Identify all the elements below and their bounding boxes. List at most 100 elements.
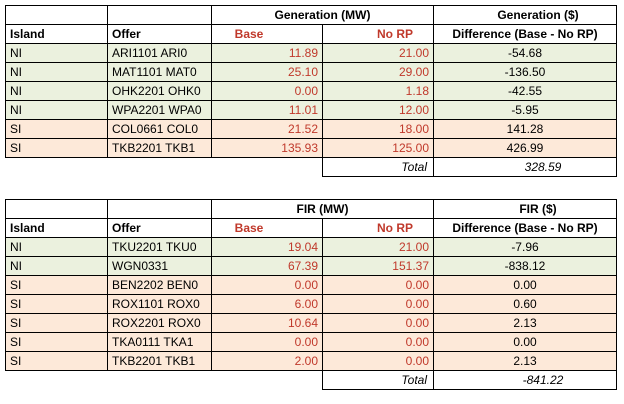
total-value: 328.59 [433,157,617,177]
base-cell: 6.00 [211,294,323,314]
table-row: SI ROX1101 ROX0 6.00 0.00 0.60 [5,294,617,314]
island-cell: SI [5,138,108,158]
island-cell: SI [5,332,108,352]
table-row: NI WPA2201 WPA0 11.01 12.00 -5.95 [5,100,617,120]
base-cell: 25.10 [211,62,323,82]
diff-cell: 0.60 [433,294,617,314]
offer-cell: BEN2202 BEN0 [107,275,212,295]
base-cell: 10.64 [211,313,323,333]
diff-title: Generation ($) [433,5,617,25]
offer-cell: OHK2201 OHK0 [107,81,212,101]
diff-cell: -54.68 [433,43,617,63]
norp-cell: 21.00 [322,43,434,63]
col-header-diff: Difference (Base - No RP) [433,24,617,44]
norp-cell: 1.18 [322,81,434,101]
header-row-top: Generation (MW) Generation ($) [5,5,617,25]
table-row: SI ROX2201 ROX0 10.64 0.00 2.13 [5,313,617,333]
norp-cell: 18.00 [322,119,434,139]
total-label: Total [322,157,434,177]
table-row: NI OHK2201 OHK0 0.00 1.18 -42.55 [5,81,617,101]
island-cell: NI [5,62,108,82]
base-cell: 11.01 [211,100,323,120]
col-header-offer: Offer [107,218,212,238]
diff-cell: 141.28 [433,119,617,139]
table-row: NI WGN0331 67.39 151.37 -838.12 [5,256,617,276]
base-cell: 11.89 [211,43,323,63]
diff-cell: 426.99 [433,138,617,158]
col-header-offer: Offer [107,24,212,44]
table-row: NI ARI1101 ARI0 11.89 21.00 -54.68 [5,43,617,63]
island-cell: SI [5,119,108,139]
offer-cell: TKA0111 TKA1 [107,332,212,352]
base-cell: 0.00 [211,81,323,101]
group-title: FIR (MW) [211,199,434,219]
fir-table: FIR (MW) FIR ($) Island Offer Base No RP… [5,199,617,390]
offer-cell: WPA2201 WPA0 [107,100,212,120]
header-blank [5,5,108,25]
norp-cell: 0.00 [322,332,434,352]
table-row: SI BEN2202 BEN0 0.00 0.00 0.00 [5,275,617,295]
base-cell: 21.52 [211,119,323,139]
table-row: NI TKU2201 TKU0 19.04 21.00 -7.96 [5,237,617,257]
base-cell: 0.00 [211,332,323,352]
base-cell: 67.39 [211,256,323,276]
diff-title: FIR ($) [433,199,617,219]
norp-cell: 21.00 [322,237,434,257]
island-cell: SI [5,313,108,333]
group-title: Generation (MW) [211,5,434,25]
offer-cell: TKB2201 TKB1 [107,351,212,371]
table-row: NI MAT1101 MAT0 25.10 29.00 -136.50 [5,62,617,82]
norp-cell: 0.00 [322,275,434,295]
generation-table: Generation (MW) Generation ($) Island Of… [5,5,617,177]
norp-cell: 125.00 [322,138,434,158]
norp-cell: 0.00 [322,351,434,371]
table-row: SI TKB2201 TKB1 2.00 0.00 2.13 [5,351,617,371]
col-header-norp: No RP [322,218,434,238]
col-header-base: Base [211,24,323,44]
offer-cell: WGN0331 [107,256,212,276]
offer-cell: ROX1101 ROX0 [107,294,212,314]
offer-cell: ARI1101 ARI0 [107,43,212,63]
base-cell: 0.00 [211,275,323,295]
offer-cell: TKB2201 TKB1 [107,138,212,158]
diff-cell: 2.13 [433,313,617,333]
island-cell: SI [5,351,108,371]
col-header-base: Base [211,218,323,238]
table-row: SI COL0661 COL0 21.52 18.00 141.28 [5,119,617,139]
norp-cell: 0.00 [322,313,434,333]
header-blank [107,199,212,219]
total-label: Total [322,370,434,390]
total-row: Total 328.59 [5,157,617,177]
header-blank [107,5,212,25]
header-blank [5,199,108,219]
col-header-island: Island [5,24,108,44]
norp-cell: 151.37 [322,256,434,276]
diff-cell: -7.96 [433,237,617,257]
diff-cell: 0.00 [433,332,617,352]
island-cell: NI [5,256,108,276]
total-row: Total -841.22 [5,370,617,390]
diff-cell: 0.00 [433,275,617,295]
offer-cell: COL0661 COL0 [107,119,212,139]
header-row-top: FIR (MW) FIR ($) [5,199,617,219]
island-cell: SI [5,275,108,295]
offer-cell: MAT1101 MAT0 [107,62,212,82]
island-cell: NI [5,81,108,101]
island-cell: NI [5,100,108,120]
island-cell: NI [5,43,108,63]
col-header-island: Island [5,218,108,238]
base-cell: 19.04 [211,237,323,257]
col-header-diff: Difference (Base - No RP) [433,218,617,238]
diff-cell: 2.13 [433,351,617,371]
base-cell: 135.93 [211,138,323,158]
offer-cell: TKU2201 TKU0 [107,237,212,257]
island-cell: SI [5,294,108,314]
col-header-norp: No RP [322,24,434,44]
diff-cell: -5.95 [433,100,617,120]
diff-cell: -42.55 [433,81,617,101]
table-row: SI TKB2201 TKB1 135.93 125.00 426.99 [5,138,617,158]
island-cell: NI [5,237,108,257]
header-row: Island Offer Base No RP Difference (Base… [5,218,617,238]
norp-cell: 12.00 [322,100,434,120]
norp-cell: 0.00 [322,294,434,314]
